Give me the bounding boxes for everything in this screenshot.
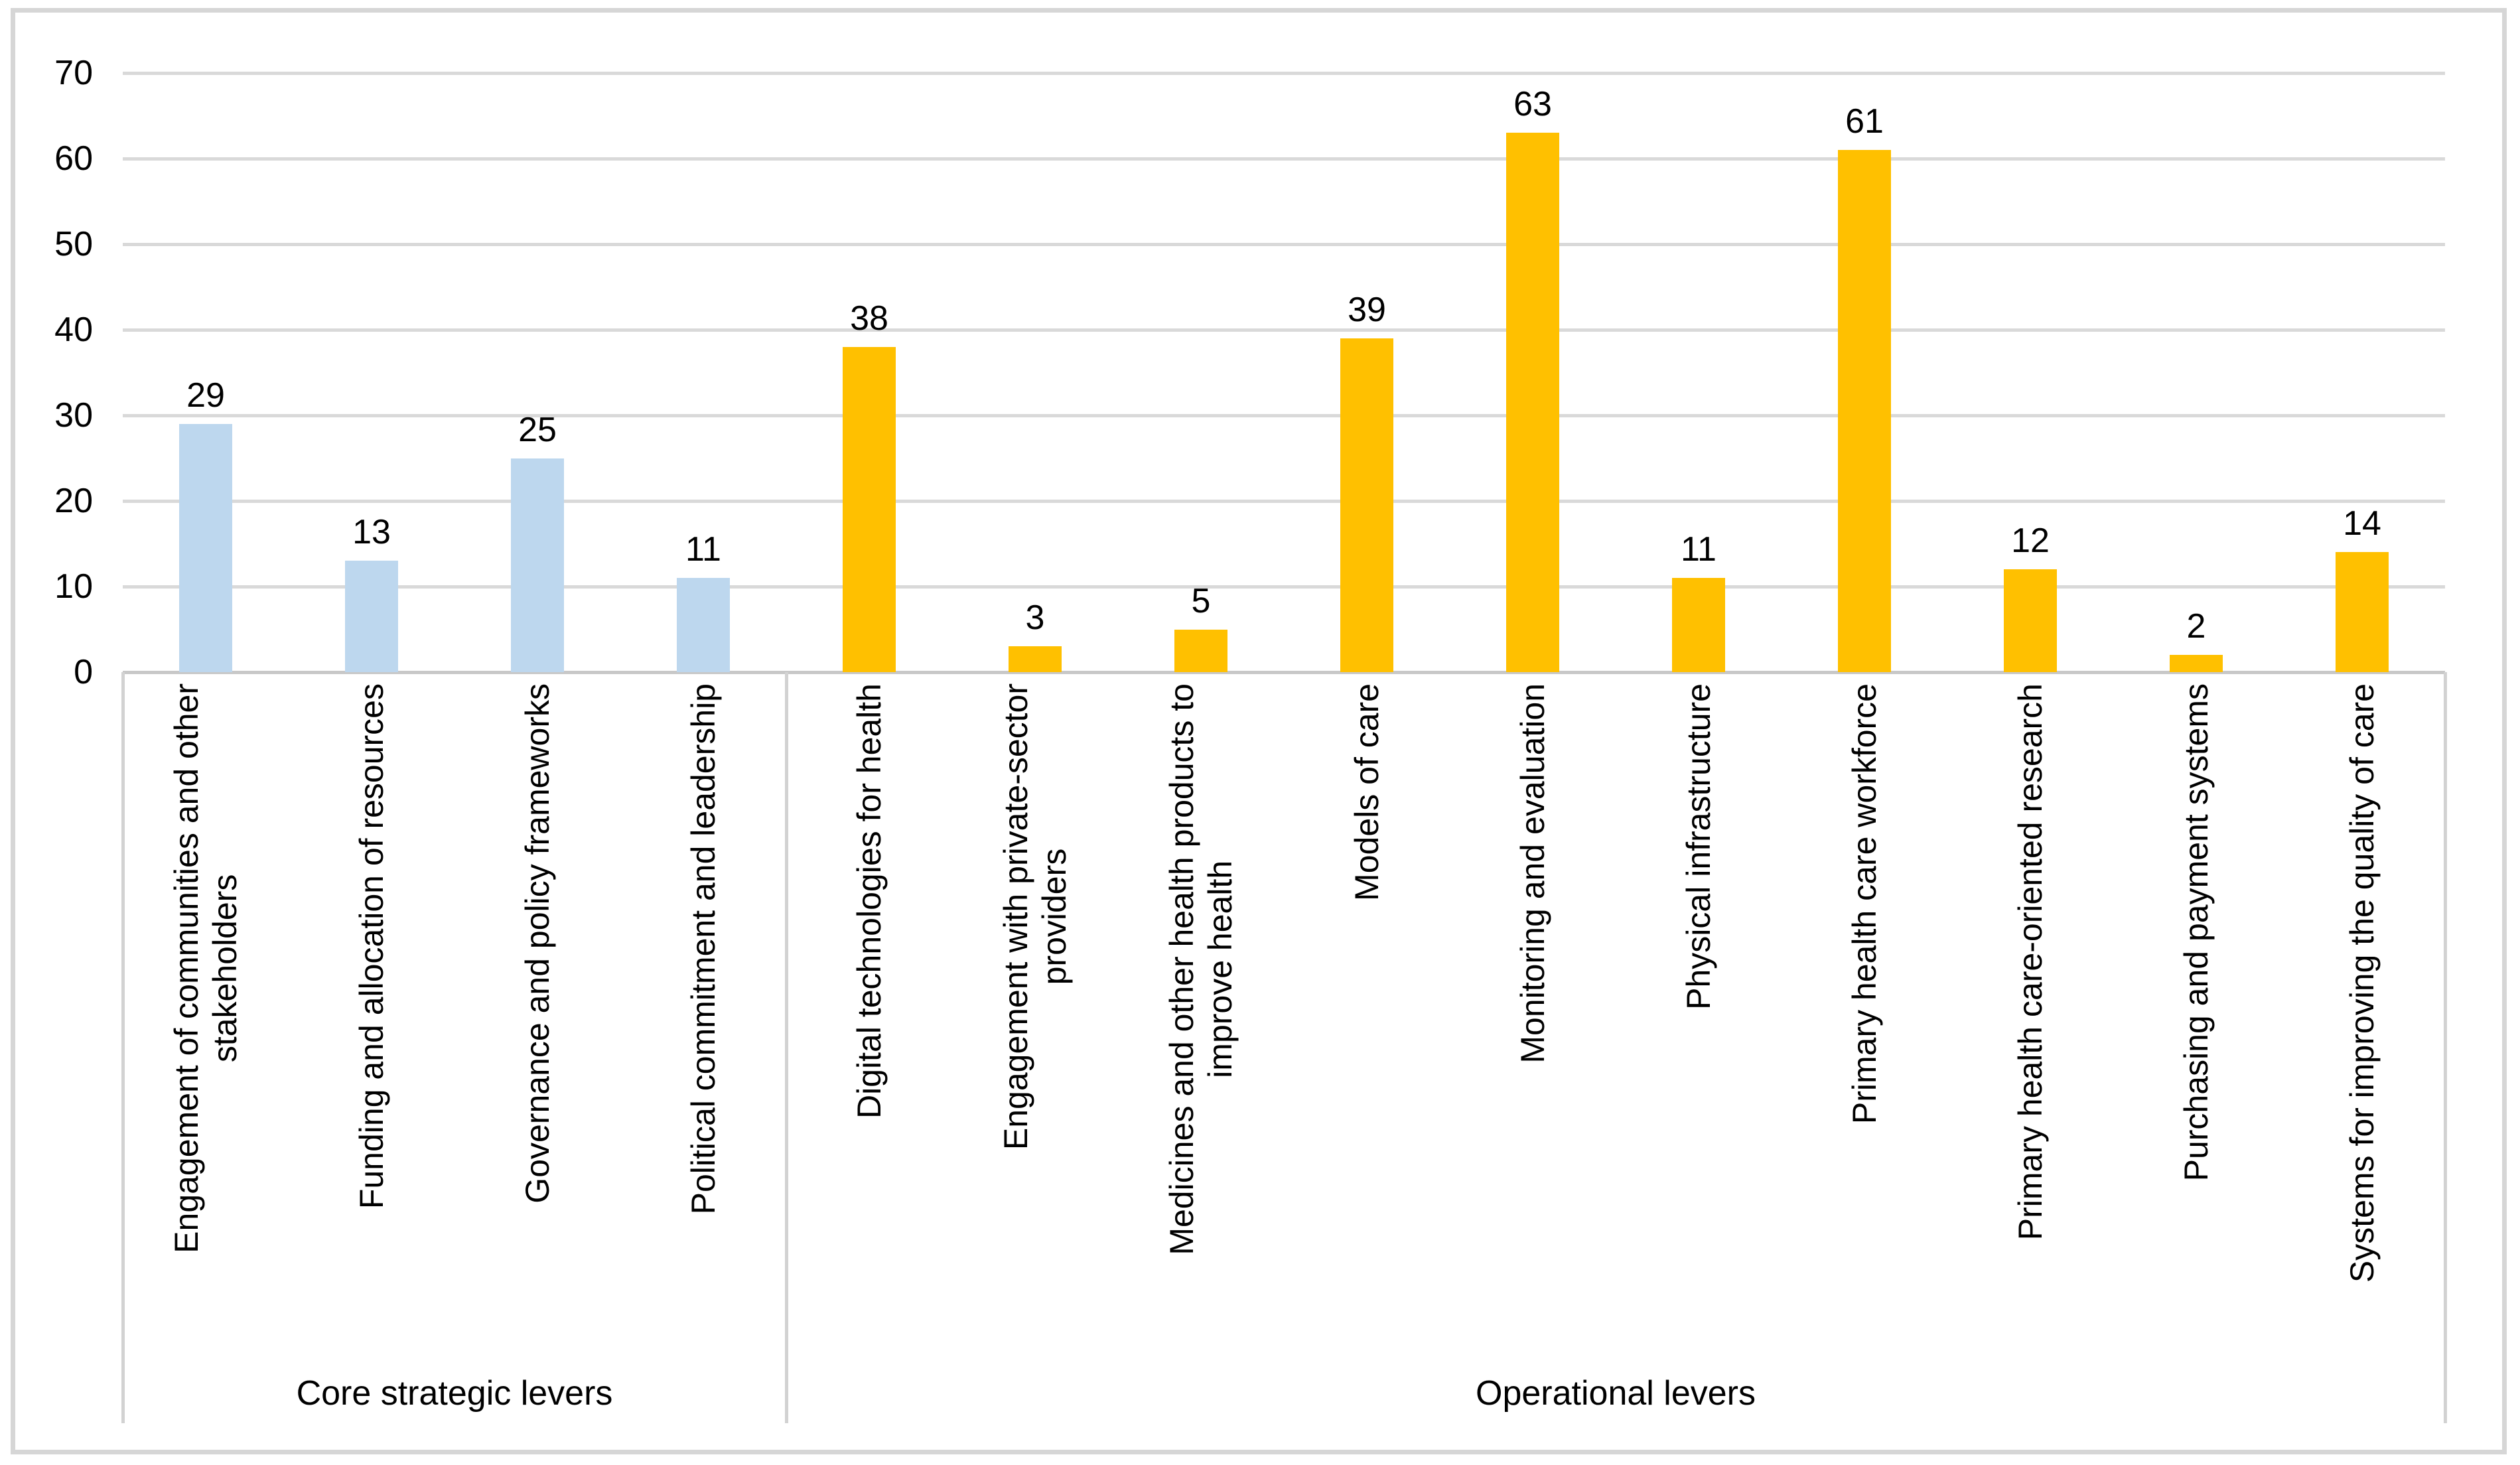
category-label-rotated: Funding and allocation of resources	[289, 683, 455, 1347]
bar-value-label: 2	[2186, 607, 2206, 646]
category-label-rotated: Primary health care workforce	[1782, 683, 1947, 1347]
category-label-text: Systems for improving the quality of car…	[2344, 683, 2381, 1283]
bar	[2336, 552, 2389, 672]
category-label-rotated: Physical infrastructure	[1616, 683, 1782, 1347]
bar	[1174, 629, 1227, 672]
bar	[179, 423, 232, 672]
category-label-text: Physical infrastructure	[1680, 683, 1717, 1010]
group-label: Core strategic levers	[296, 1374, 613, 1413]
category-label-text: Governance and policy frameworks	[519, 683, 556, 1204]
category-label: Physical infrastructure	[1616, 683, 1782, 1347]
category-label: Engagement of communities and other stak…	[123, 683, 289, 1347]
category-label: Engagement with private-sector providers	[952, 683, 1118, 1347]
category-label: Purchasing and payment systems	[2113, 683, 2279, 1347]
y-axis-tick-label: 40	[54, 311, 93, 349]
figure-border	[11, 8, 2507, 1454]
category-label-text: Funding and allocation of resources	[353, 683, 390, 1210]
gridline	[123, 500, 2445, 503]
bar-value-label: 12	[2011, 522, 2050, 561]
bar-value-label: 11	[685, 530, 721, 569]
category-label: Political commitment and leadership	[620, 683, 786, 1347]
category-label-text: Political commitment and leadership	[685, 683, 722, 1215]
category-label: Medicines and other health products to i…	[1118, 683, 1284, 1347]
category-label: Primary health care-oriented research	[1947, 683, 2113, 1347]
bar-value-label: 14	[2343, 504, 2381, 543]
category-label-rotated: Engagement with private-sector providers	[952, 683, 1118, 1347]
group-label: Operational levers	[1476, 1374, 1756, 1413]
gridline	[123, 72, 2445, 75]
x-axis-line	[123, 671, 2445, 674]
gridline	[123, 414, 2445, 417]
category-label: Monitoring and evaluation	[1450, 683, 1616, 1347]
category-label-text: Engagement of communities and other stak…	[168, 683, 244, 1253]
category-label-rotated: Purchasing and payment systems	[2113, 683, 2279, 1347]
bar-value-label: 29	[186, 376, 225, 415]
category-label-rotated: Models of care	[1284, 683, 1450, 1347]
group-divider	[121, 672, 125, 1423]
bar-value-label: 11	[1681, 530, 1716, 569]
gridline	[123, 157, 2445, 161]
bar	[2004, 569, 2057, 672]
category-label: Systems for improving the quality of car…	[2279, 683, 2445, 1347]
category-label-text: Primary health care workforce	[1846, 683, 1883, 1125]
category-label: Primary health care workforce	[1782, 683, 1947, 1347]
bar	[1009, 646, 1062, 672]
bar	[843, 346, 896, 672]
category-label-rotated: Engagement of communities and other stak…	[123, 683, 289, 1347]
bar	[345, 561, 398, 672]
group-divider	[2444, 672, 2447, 1423]
bar-value-label: 38	[850, 299, 888, 338]
category-label-rotated: Political commitment and leadership	[620, 683, 786, 1347]
y-axis-tick-label: 20	[54, 482, 93, 520]
bar-value-label: 13	[352, 513, 391, 552]
bar-value-label: 25	[518, 410, 557, 449]
category-label: Models of care	[1284, 683, 1450, 1347]
bar	[1506, 133, 1559, 672]
y-axis-tick-label: 10	[54, 567, 93, 606]
category-label-text: Monitoring and evaluation	[1514, 683, 1551, 1064]
gridline	[123, 585, 2445, 589]
category-label-rotated: Medicines and other health products to i…	[1118, 683, 1284, 1347]
category-label: Governance and policy frameworks	[455, 683, 620, 1347]
category-label-text: Engagement with private-sector providers	[997, 683, 1073, 1151]
bar	[511, 458, 564, 672]
category-label-rotated: Monitoring and evaluation	[1450, 683, 1616, 1347]
gridline	[123, 243, 2445, 246]
bar-value-label: 5	[1191, 581, 1211, 620]
bar-value-label: 61	[1845, 102, 1884, 141]
gridline	[123, 328, 2445, 332]
category-label-rotated: Systems for improving the quality of car…	[2279, 683, 2445, 1347]
bar	[2170, 655, 2223, 672]
category-label-text: Models of care	[1348, 683, 1385, 901]
bar-value-label: 39	[1348, 290, 1386, 329]
category-label-rotated: Digital technologies for health	[786, 683, 952, 1347]
category-label-rotated: Primary health care-oriented research	[1947, 683, 2113, 1347]
group-divider	[785, 672, 788, 1423]
y-axis-tick-label: 50	[54, 225, 93, 263]
category-label: Digital technologies for health	[786, 683, 952, 1347]
bar	[1838, 150, 1891, 672]
category-label-text: Primary health care-oriented research	[2012, 683, 2049, 1241]
y-axis-tick-label: 30	[54, 396, 93, 435]
bar	[1340, 338, 1393, 672]
category-label-text: Purchasing and payment systems	[2178, 683, 2215, 1182]
y-axis-tick-label: 60	[54, 139, 93, 178]
y-axis-tick-label: 70	[54, 54, 93, 92]
category-label-rotated: Governance and policy frameworks	[455, 683, 620, 1347]
y-axis-tick-label: 0	[74, 653, 93, 691]
bar-value-label: 3	[1025, 598, 1045, 638]
category-label: Funding and allocation of resources	[289, 683, 455, 1347]
bar-value-label: 63	[1513, 85, 1552, 124]
bar	[677, 578, 730, 672]
category-label-text: Medicines and other health products to i…	[1163, 683, 1239, 1255]
bar	[1672, 578, 1725, 672]
category-label-text: Digital technologies for health	[851, 683, 888, 1119]
